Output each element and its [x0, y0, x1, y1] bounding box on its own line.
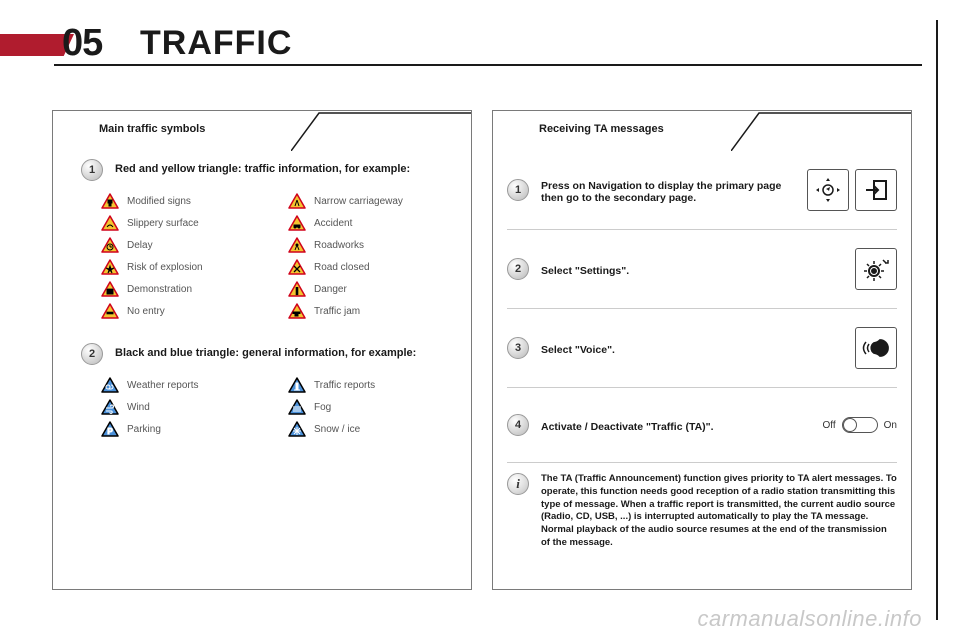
- symbol-label: No entry: [127, 306, 165, 317]
- step-1: 1 Press on Navigation to display the pri…: [493, 151, 911, 229]
- info-row: i The TA (Traffic Announcement) function…: [493, 463, 911, 560]
- enter-icon: [855, 169, 897, 211]
- symbol-item: Demonstration: [101, 281, 270, 297]
- right-rail: [936, 20, 938, 620]
- step-2-text: Select "Settings".: [541, 261, 843, 277]
- symbol-label: Snow / ice: [314, 424, 360, 435]
- header-cut-shape-r: [731, 111, 911, 151]
- step-3-text: Select "Voice".: [541, 340, 843, 356]
- symbol-item: Fog: [288, 399, 457, 415]
- group-black-blue: 2 Black and blue triangle: general infor…: [53, 335, 471, 453]
- triangle-sign-icon: [101, 193, 119, 209]
- triangle-car-icon: [288, 215, 306, 231]
- group-red-yellow: 1 Red and yellow triangle: traffic infor…: [53, 151, 471, 335]
- triangle-wind-icon: [101, 399, 119, 415]
- symbol-item: Traffic jam: [288, 303, 457, 319]
- info-icon: i: [507, 473, 529, 495]
- triangle-fog-icon: [288, 399, 306, 415]
- step-4-badge: 4: [507, 414, 529, 436]
- group-b-title: Black and blue triangle: general informa…: [115, 343, 443, 359]
- panel-left-header: Main traffic symbols: [53, 111, 471, 151]
- symbol-label: Modified signs: [127, 196, 191, 207]
- nav-pad-icon: [807, 169, 849, 211]
- symbol-label: Narrow carriageway: [314, 196, 403, 207]
- symbol-label: Roadworks: [314, 240, 364, 251]
- voice-icon: [855, 327, 897, 369]
- header-cut-shape: [291, 111, 471, 151]
- symbol-label: Traffic jam: [314, 306, 360, 317]
- step-1-badge: 1: [507, 179, 529, 201]
- symbol-label: Fog: [314, 402, 331, 413]
- symbol-item: Narrow carriageway: [288, 193, 457, 209]
- symbol-item: Accident: [288, 215, 457, 231]
- symbol-item: Delay: [101, 237, 270, 253]
- step-4-text: Activate / Deactivate "Traffic (TA)".: [541, 417, 811, 433]
- toggle-off-label: Off: [823, 420, 836, 431]
- triangle-traffic-icon: [288, 377, 306, 393]
- step-1-text: Press on Navigation to display the prima…: [541, 176, 795, 204]
- triangle-weather-icon: [101, 377, 119, 393]
- step-3: 3 Select "Voice".: [493, 309, 911, 387]
- chapter-title: TRAFFIC: [140, 24, 292, 63]
- symbol-item: Roadworks: [288, 237, 457, 253]
- step-2: 2 Select "Settings".: [493, 230, 911, 308]
- symbol-item: Risk of explosion: [101, 259, 270, 275]
- triangle-narrow-icon: [288, 193, 306, 209]
- step-3-badge: 3: [507, 337, 529, 359]
- chapter-number: 05: [62, 22, 102, 65]
- symbol-item: Wind: [101, 399, 270, 415]
- triangle-danger-icon: [288, 281, 306, 297]
- step-4: 4 Activate / Deactivate "Traffic (TA)". …: [493, 388, 911, 462]
- badge-1: 1: [81, 159, 103, 181]
- watermark: carmanualsonline.info: [697, 606, 922, 632]
- symbol-label: Risk of explosion: [127, 262, 203, 273]
- toggle-on-label: On: [884, 420, 897, 431]
- triangle-explosion-icon: [101, 259, 119, 275]
- triangle-works-icon: [288, 237, 306, 253]
- symbol-item: Road closed: [288, 259, 457, 275]
- symbol-label: Weather reports: [127, 380, 199, 391]
- symbol-label: Wind: [127, 402, 150, 413]
- symbol-label: Demonstration: [127, 284, 192, 295]
- triangle-skid-icon: [101, 215, 119, 231]
- panel-right-header: Receiving TA messages: [493, 111, 911, 151]
- title-rule: [54, 64, 922, 66]
- triangle-closed-icon: [288, 259, 306, 275]
- badge-2: 2: [81, 343, 103, 365]
- settings-icon: [855, 248, 897, 290]
- symbol-item: No entry: [101, 303, 270, 319]
- symbol-label: Road closed: [314, 262, 370, 273]
- traffic-ta-toggle[interactable]: Off On: [823, 417, 898, 433]
- info-text: The TA (Traffic Announcement) function g…: [541, 473, 897, 550]
- symbol-item: Danger: [288, 281, 457, 297]
- symbol-label: Parking: [127, 424, 161, 435]
- symbol-item: Slippery surface: [101, 215, 270, 231]
- symbol-item: Modified signs: [101, 193, 270, 209]
- triangle-parking-icon: [101, 421, 119, 437]
- panel-left-title: Main traffic symbols: [99, 123, 205, 135]
- symbol-item: Traffic reports: [288, 377, 457, 393]
- symbol-label: Traffic reports: [314, 380, 375, 391]
- panel-right-title: Receiving TA messages: [539, 123, 664, 135]
- symbol-label: Accident: [314, 218, 352, 229]
- symbol-label: Delay: [127, 240, 153, 251]
- symbol-label: Slippery surface: [127, 218, 199, 229]
- symbol-item: Snow / ice: [288, 421, 457, 437]
- panel-ta-messages: Receiving TA messages 1 Press on Navigat…: [492, 110, 912, 590]
- triangle-clock-icon: [101, 237, 119, 253]
- triangle-jam-icon: [288, 303, 306, 319]
- symbol-item: Parking: [101, 421, 270, 437]
- panel-main-symbols: Main traffic symbols 1 Red and yellow tr…: [52, 110, 472, 590]
- step-2-badge: 2: [507, 258, 529, 280]
- symbol-label: Danger: [314, 284, 347, 295]
- triangle-noentry-icon: [101, 303, 119, 319]
- triangle-demo-icon: [101, 281, 119, 297]
- triangle-snow-icon: [288, 421, 306, 437]
- symbol-item: Weather reports: [101, 377, 270, 393]
- group-a-title: Red and yellow triangle: traffic informa…: [115, 159, 443, 175]
